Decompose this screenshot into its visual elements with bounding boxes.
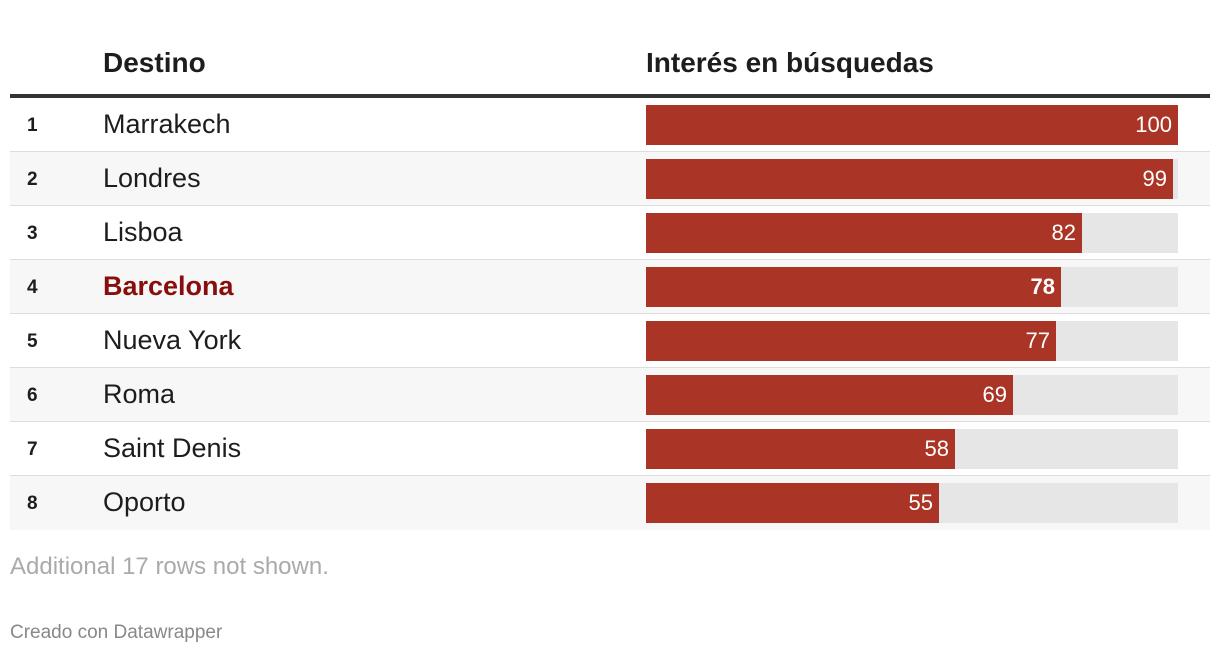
bar-value-label: 82 [1051,220,1076,245]
bar-track: 100 [646,105,1178,145]
bar: 99 [646,159,1173,199]
bar-value-label: 100 [1135,112,1172,137]
table-header: Destino Interés en búsquedas [10,40,1210,98]
destination-cell: Marrakech [103,109,231,139]
table-row: 5 Nueva York 77 [10,314,1210,368]
table-row: 7 Saint Denis 58 [10,422,1210,476]
table-row: 1 Marrakech 100 [10,98,1210,152]
destination-cell: Barcelona [103,271,234,301]
rank-cell: 6 [27,385,38,406]
table-body: 1 Marrakech 100 2 Londres 99 3 Lisboa 82 4 Barcelo… [10,98,1210,530]
table-row: 6 Roma 69 [10,368,1210,422]
table-row: 2 Londres 99 [10,152,1210,206]
rank-cell: 4 [27,277,38,298]
bar-value-label: 77 [1025,328,1050,353]
rank-cell: 5 [27,331,38,352]
column-header-interest[interactable]: Interés en búsquedas [646,47,934,78]
bar-track: 82 [646,213,1178,253]
bar: 58 [646,429,955,469]
column-header-destination[interactable]: Destino [103,47,206,78]
bar: 77 [646,321,1056,361]
table-chart: Destino Interés en búsquedas 1 Marrakech 1… [10,40,1210,530]
destination-cell: Roma [103,379,176,409]
rank-cell: 7 [27,439,38,460]
bar: 82 [646,213,1082,253]
destination-cell: Londres [103,163,201,193]
rank-cell: 2 [27,169,38,190]
table-notes: Additional 17 rows not shown. [10,553,329,580]
table-row: 4 Barcelona 78 [10,260,1210,314]
byline: Creado con Datawrapper [10,622,223,643]
bar: 100 [646,105,1178,145]
bar-value-label: 55 [908,490,933,515]
bar: 69 [646,375,1013,415]
destination-cell: Lisboa [103,217,183,247]
destination-cell: Oporto [103,487,186,517]
bar-track: 77 [646,321,1178,361]
bar: 55 [646,483,939,523]
destination-cell: Nueva York [103,325,242,355]
table-row: 3 Lisboa 82 [10,206,1210,260]
bar-value-label: 58 [924,436,949,461]
bar-track: 58 [646,429,1178,469]
bar: 78 [646,267,1061,307]
table-row: 8 Oporto 55 [10,476,1210,530]
bar-track: 69 [646,375,1178,415]
bar-value-label: 69 [982,382,1007,407]
bar-track: 55 [646,483,1178,523]
rank-cell: 8 [27,493,38,514]
rank-cell: 3 [27,223,38,244]
destination-cell: Saint Denis [103,433,242,463]
bar-track: 99 [646,159,1178,199]
bar-value-label: 99 [1142,166,1167,191]
bar-value-label: 78 [1030,274,1055,299]
rank-cell: 1 [27,115,38,136]
bar-track: 78 [646,267,1178,307]
